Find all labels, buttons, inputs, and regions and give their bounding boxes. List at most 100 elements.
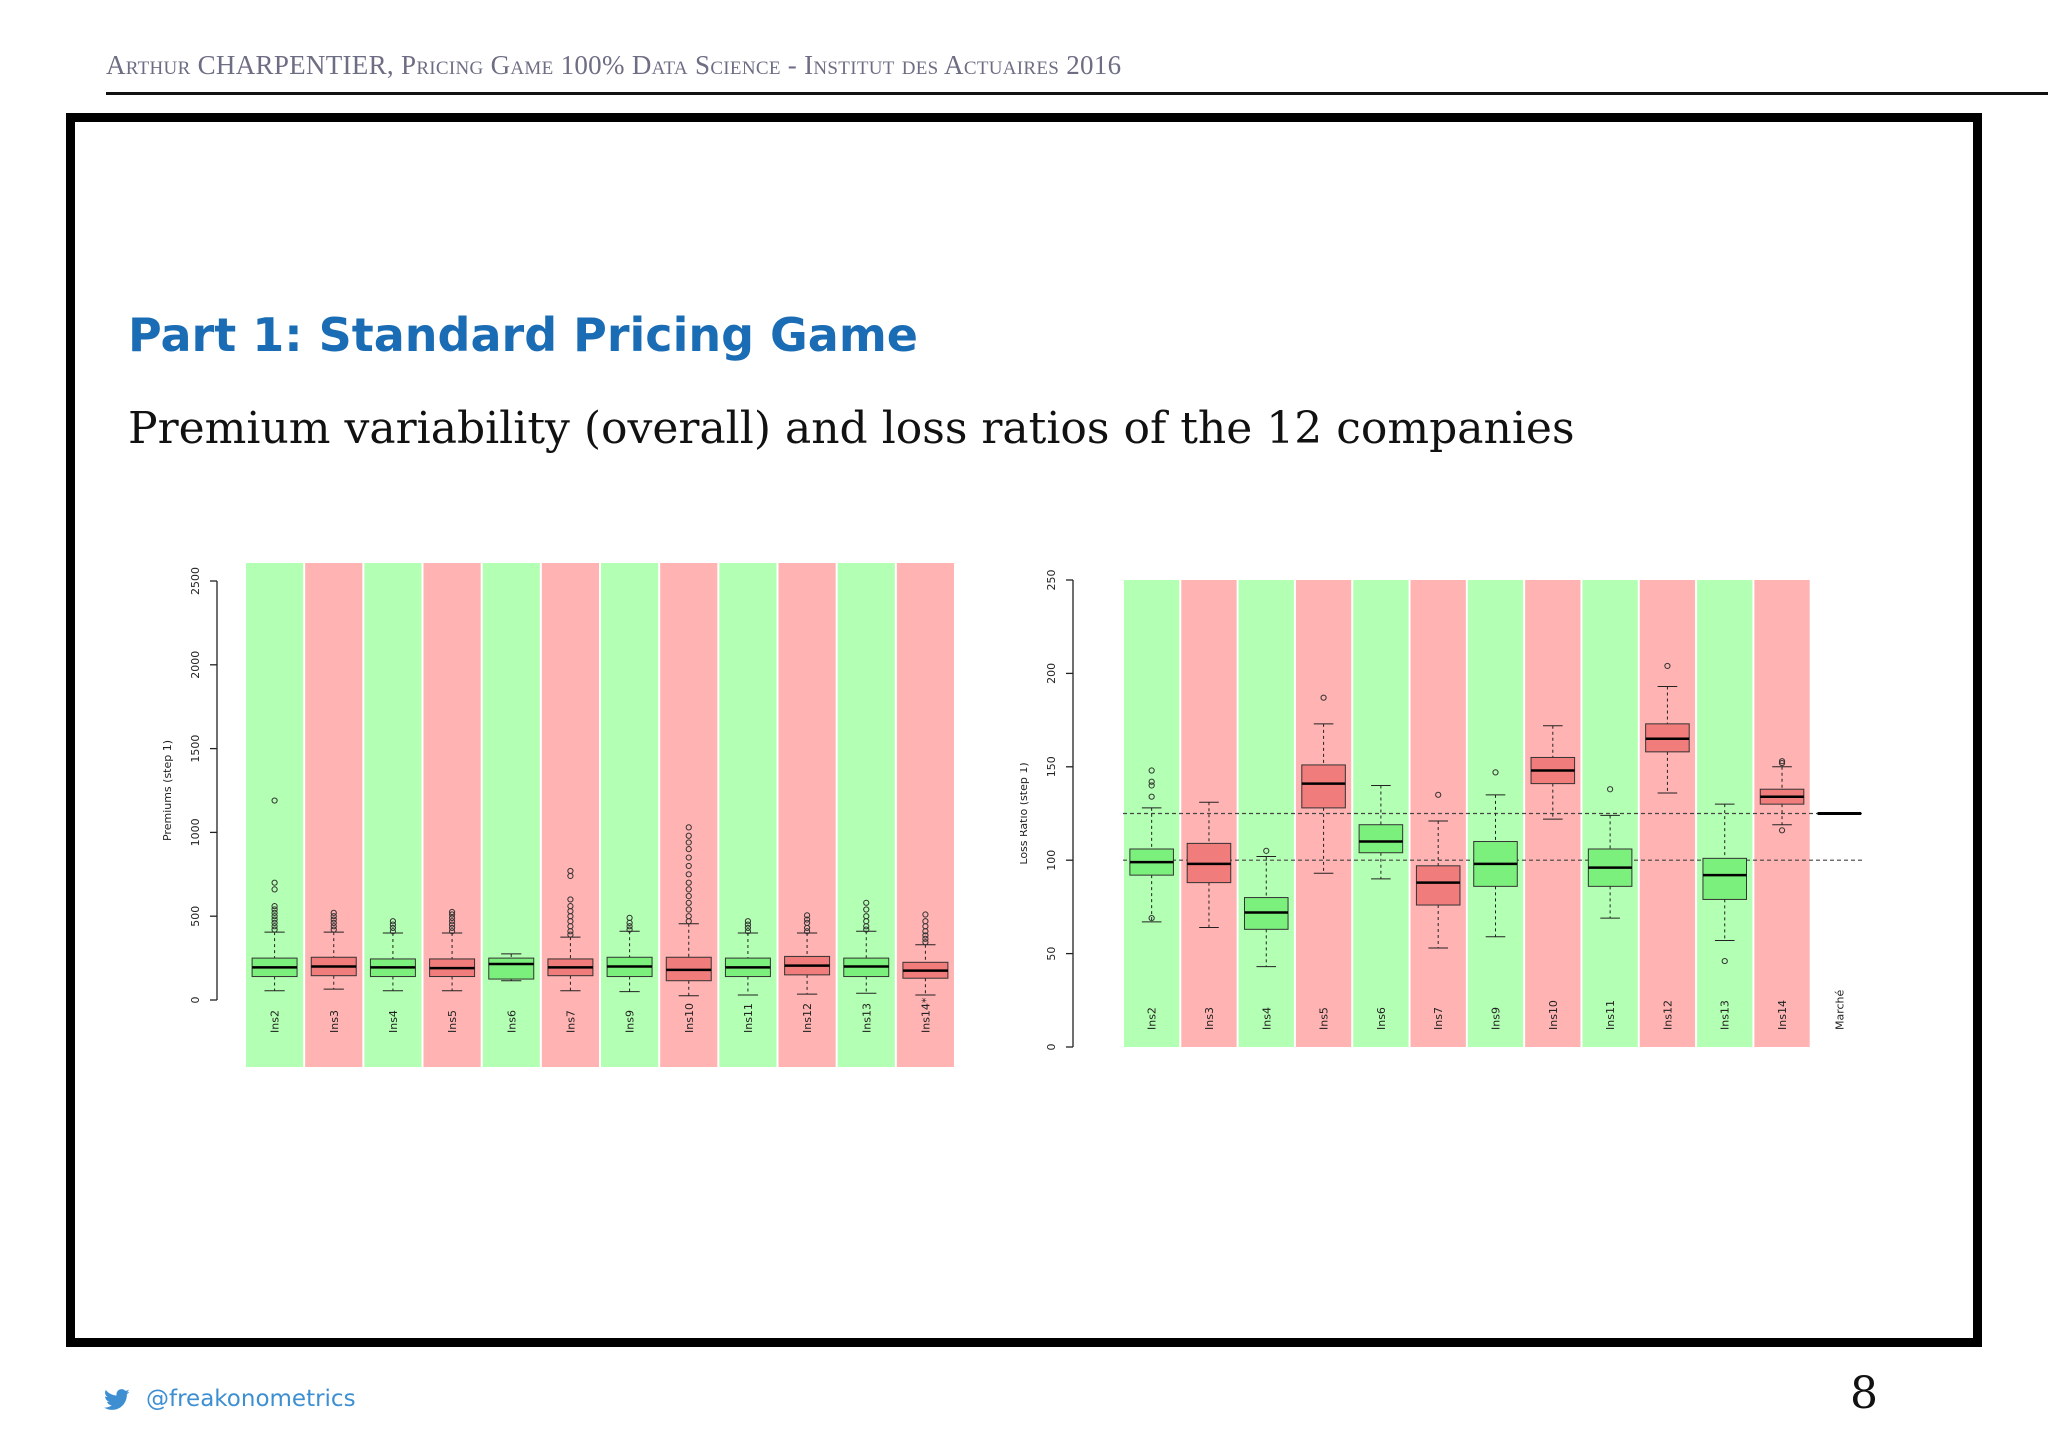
outlier-point xyxy=(922,935,929,942)
iqr-box xyxy=(1415,865,1461,906)
y-tick-label: 1500 xyxy=(189,735,202,763)
outlier-point xyxy=(271,913,278,920)
outlier-point xyxy=(1148,915,1155,922)
outlier-point xyxy=(271,926,278,933)
category-label: Ins2 xyxy=(269,1010,282,1033)
category-label: Ins7 xyxy=(1432,1007,1445,1030)
outlier-point xyxy=(448,918,456,925)
outlier-point xyxy=(271,906,278,913)
outlier-point xyxy=(330,919,337,927)
category-label: Ins5 xyxy=(446,1010,459,1033)
outlier-point xyxy=(744,924,752,932)
outlier-point xyxy=(685,886,692,893)
outlier-point xyxy=(685,871,692,878)
slide-subtitle: Premium variability (overall) and loss r… xyxy=(128,403,1575,454)
outlier-point xyxy=(389,928,397,935)
box-ins5 xyxy=(429,908,476,992)
twitter-handle-link[interactable]: @freakonometrics xyxy=(146,1386,356,1412)
y-tick-label: 0 xyxy=(1045,1044,1058,1051)
category-label: Ins5 xyxy=(1318,1007,1331,1030)
outlier-point xyxy=(567,896,574,903)
band-ins3 xyxy=(305,563,363,1067)
y-axis-label: Premiums (step 1) xyxy=(161,740,174,841)
outlier-point xyxy=(863,906,870,913)
iqr-box xyxy=(1301,764,1346,809)
outlier-point xyxy=(271,797,278,804)
outlier-point xyxy=(1778,758,1786,765)
box-ins5 xyxy=(1301,694,1346,874)
outlier-point xyxy=(685,862,692,870)
y-tick-label: 1000 xyxy=(189,818,202,846)
box-ins6 xyxy=(1358,784,1404,880)
outlier-point xyxy=(330,913,337,920)
box-ins7 xyxy=(547,867,594,992)
outlier-point xyxy=(271,916,278,923)
box-ins6 xyxy=(488,953,535,982)
box-ins9 xyxy=(1473,769,1518,938)
category-label: Ins13 xyxy=(1719,1000,1732,1030)
outlier-point xyxy=(1778,827,1786,834)
category-label: Ins6 xyxy=(505,1010,518,1033)
box-ins11 xyxy=(724,918,771,996)
outlier-point xyxy=(448,911,456,918)
category-label: Ins3 xyxy=(328,1010,341,1033)
category-label: Ins10 xyxy=(683,1003,696,1033)
outlier-point xyxy=(744,921,752,928)
outlier-point xyxy=(803,919,811,927)
band-ins5 xyxy=(423,563,481,1067)
y-tick-label: 2000 xyxy=(189,651,202,679)
category-label: Ins11 xyxy=(1604,1000,1617,1030)
box-ins12 xyxy=(784,912,831,995)
outlier-point xyxy=(1263,847,1270,854)
outlier-point xyxy=(803,912,811,919)
outlier-point xyxy=(330,909,337,916)
premiums-boxplot-chart: 0 500 1000 1500 2000 2500 Premiums (step 1) Ins… xyxy=(161,563,954,1067)
category-label: Ins13 xyxy=(860,1003,873,1033)
box-ins4 xyxy=(369,918,416,992)
category-label: Ins9 xyxy=(1490,1007,1503,1030)
outlier-point xyxy=(567,931,574,938)
outlier-point xyxy=(803,916,811,923)
y-tick-label: 200 xyxy=(1045,663,1058,684)
category-label: Ins6 xyxy=(1375,1007,1388,1030)
page-number: 8 xyxy=(1850,1368,1878,1419)
box-ins12 xyxy=(1645,662,1690,794)
box-ins13 xyxy=(1702,803,1748,965)
category-label: Ins7 xyxy=(564,1010,577,1033)
twitter-bird-icon[interactable] xyxy=(104,1389,130,1411)
outlier-point xyxy=(685,892,692,900)
outlier-point xyxy=(1148,793,1155,800)
outlier-point xyxy=(922,939,929,946)
category-label: Ins14 xyxy=(1776,1000,1789,1030)
iqr-box xyxy=(1358,824,1404,854)
outlier-point xyxy=(685,824,692,831)
outlier-point xyxy=(1607,786,1614,793)
outlier-point xyxy=(448,914,456,921)
box-ins4 xyxy=(1243,847,1289,968)
outlier-point xyxy=(863,899,870,906)
outlier-point xyxy=(448,908,456,916)
outlier-point xyxy=(1148,782,1155,789)
outlier-point xyxy=(389,924,397,932)
category-label: Ins4 xyxy=(387,1010,400,1033)
box-ins14 xyxy=(1759,758,1805,834)
category-label: Marché xyxy=(1833,989,1846,1030)
outlier-point xyxy=(685,854,692,861)
slide-header: Arthur CHARPENTIER, Pricing Game 100% Da… xyxy=(106,50,1122,80)
category-label: Ins12 xyxy=(801,1003,814,1033)
outlier-point xyxy=(1778,759,1786,767)
outlier-point xyxy=(685,846,692,853)
outlier-point xyxy=(330,916,337,923)
section-title: Part 1: Standard Pricing Game xyxy=(128,308,918,362)
y-tick-label: 2500 xyxy=(189,567,202,595)
category-label: Ins12 xyxy=(1661,1000,1674,1030)
outlier-point xyxy=(448,928,456,935)
box-ins2 xyxy=(1129,767,1174,923)
category-label: Ins14* xyxy=(919,997,932,1033)
box-ins11 xyxy=(1587,786,1633,919)
outlier-point xyxy=(626,926,633,933)
outlier-point xyxy=(271,909,278,916)
outlier-point xyxy=(626,914,633,921)
outlier-point xyxy=(271,919,278,927)
outlier-point xyxy=(330,926,337,933)
